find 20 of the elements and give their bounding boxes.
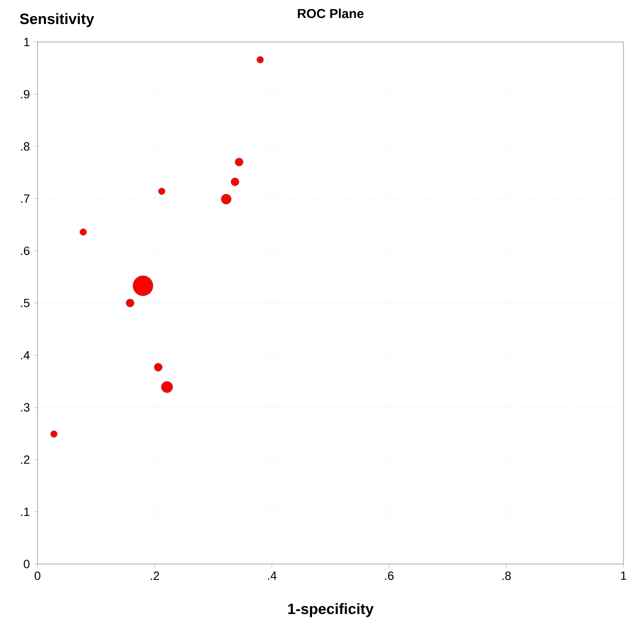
y-tick-label: .5 bbox=[21, 298, 30, 308]
y-axis-title: Sensitivity bbox=[20, 13, 94, 28]
y-tick-label: .8 bbox=[21, 142, 30, 151]
x-tick-label: .6 bbox=[385, 572, 394, 580]
y-tick-label: .2 bbox=[21, 455, 30, 464]
y-tick-label: .7 bbox=[21, 194, 30, 203]
x-tick-label: .2 bbox=[150, 572, 160, 580]
y-tick-label: .9 bbox=[21, 90, 30, 98]
x-tick-label: .4 bbox=[268, 572, 277, 580]
y-tick-label: 0 bbox=[24, 560, 30, 568]
chart-title: ROC Plane bbox=[298, 8, 364, 18]
y-tick-label: 1 bbox=[24, 38, 30, 46]
x-tick-label: 1 bbox=[621, 572, 626, 580]
y-tick-label: .1 bbox=[21, 508, 30, 516]
x-tick-label: 0 bbox=[34, 572, 40, 580]
x-tick-label: .8 bbox=[502, 572, 511, 580]
y-tick-label: .4 bbox=[21, 351, 30, 360]
x-axis-title: 1-specificity bbox=[288, 603, 374, 618]
y-tick-label: .3 bbox=[21, 403, 30, 412]
y-tick-label: .6 bbox=[21, 246, 30, 256]
